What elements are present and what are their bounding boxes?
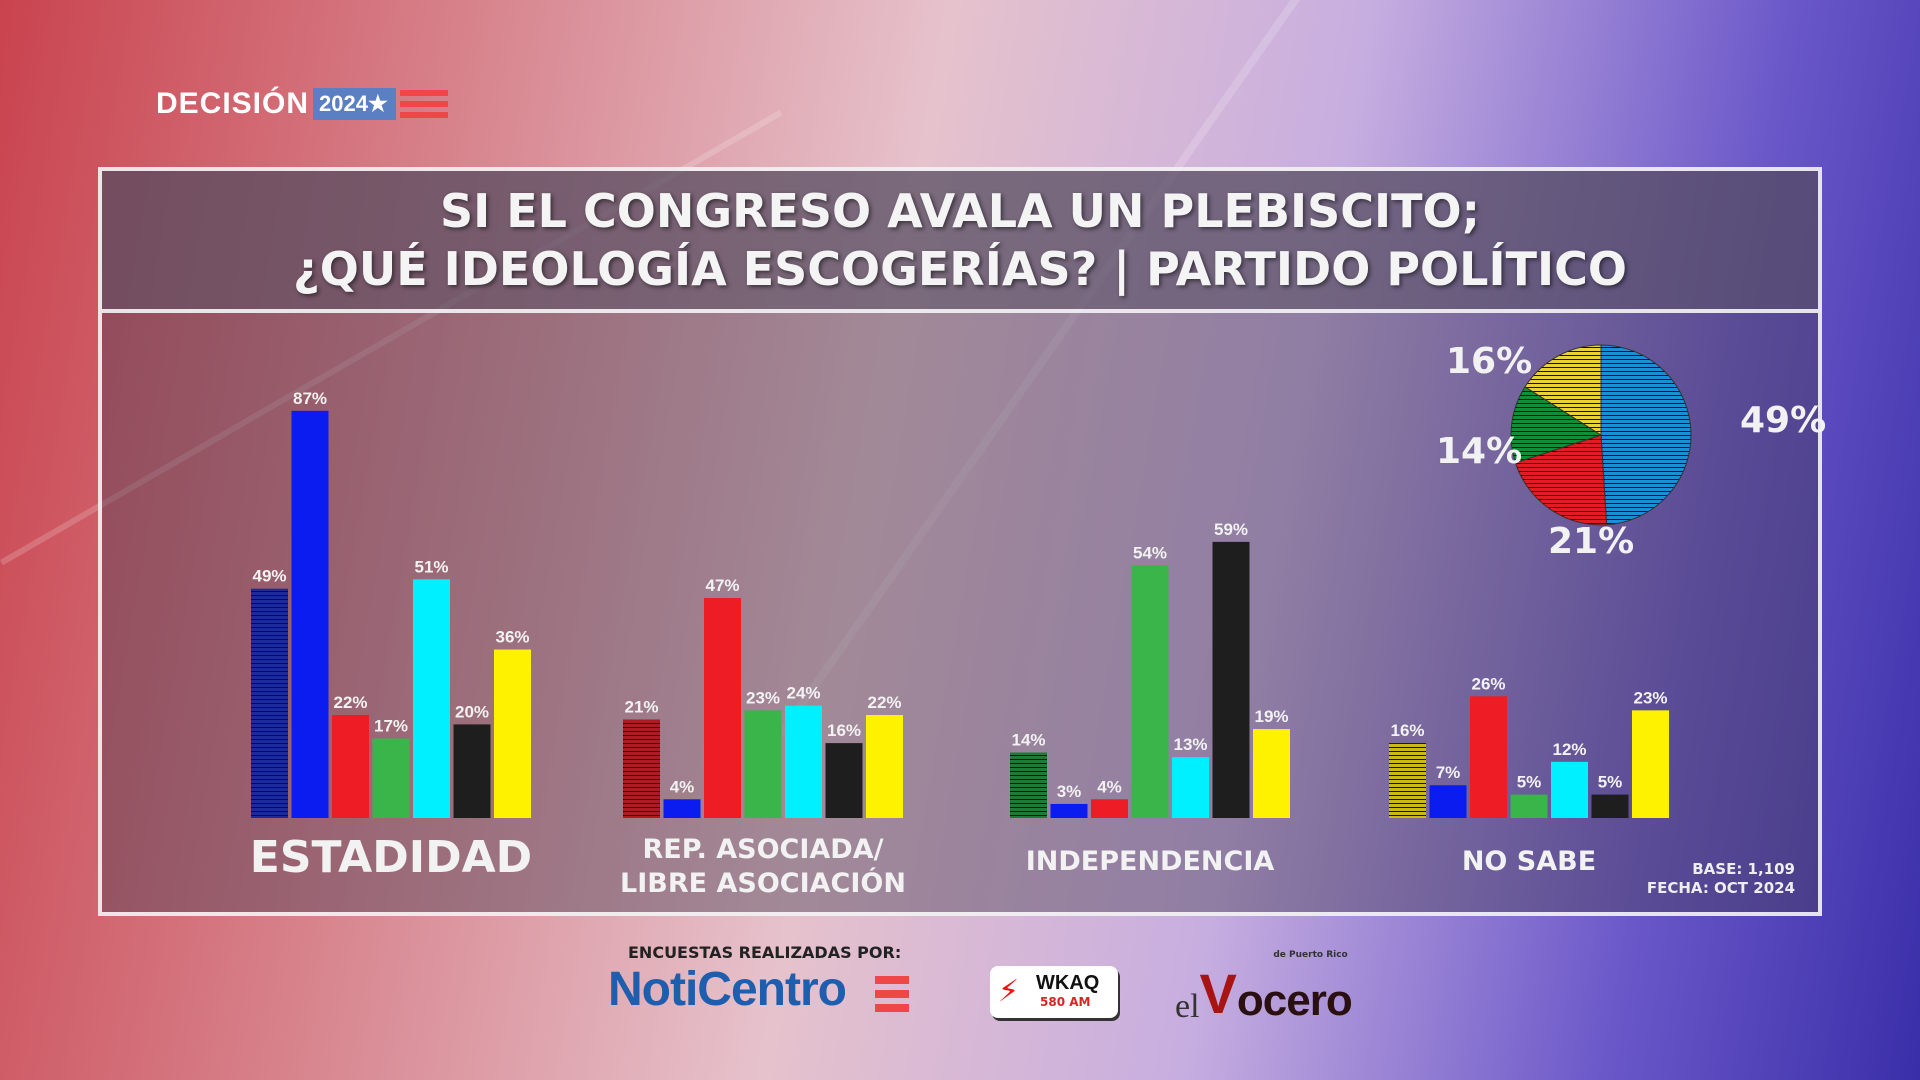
bar-value-label: 7% bbox=[1436, 763, 1461, 782]
wkaq-logo: ⚡ WKAQ 580 AM bbox=[990, 966, 1118, 1018]
title-line-2: ¿QUÉ IDEOLOGÍA ESCOGERÍAS? | PARTIDO POL… bbox=[293, 242, 1627, 296]
pie-slice bbox=[1510, 386, 1603, 464]
vocero-rest: ocero bbox=[1236, 976, 1353, 1025]
bar-value-label: 5% bbox=[1517, 773, 1542, 792]
bar bbox=[1172, 757, 1209, 818]
vocero-wordmark: el V ocero bbox=[1175, 961, 1353, 1026]
bar-value-label: 20% bbox=[455, 702, 489, 721]
wkaq-freq: 580 AM bbox=[1040, 995, 1091, 1009]
bar bbox=[623, 719, 660, 818]
bar bbox=[1470, 696, 1507, 818]
bar bbox=[251, 588, 288, 818]
bar-value-label: 47% bbox=[705, 576, 739, 595]
bar-value-label: 87% bbox=[293, 389, 327, 408]
bar-value-label: 23% bbox=[746, 688, 780, 707]
bar-value-label: 51% bbox=[414, 557, 448, 576]
bar-value-label: 12% bbox=[1552, 740, 1586, 759]
footnote: BASE: 1,109 FECHA: OCT 2024 bbox=[1647, 860, 1795, 898]
bar bbox=[1591, 794, 1629, 818]
el-vocero-logo: de Puerto Rico el V ocero bbox=[1175, 950, 1353, 1026]
bar-value-label: 3% bbox=[1057, 782, 1082, 801]
bar-value-label: 14% bbox=[1011, 730, 1045, 749]
bar-value-label: 26% bbox=[1471, 674, 1505, 693]
category-label: REP. ASOCIADA/ bbox=[643, 834, 884, 865]
bar-value-label: 13% bbox=[1173, 735, 1207, 754]
bar-value-label: 23% bbox=[1633, 688, 1667, 707]
bar bbox=[1389, 743, 1426, 818]
pie-slice-label: 21% bbox=[1548, 521, 1634, 562]
vocero-el: el bbox=[1175, 988, 1200, 1025]
bar bbox=[291, 410, 329, 818]
lightning-icon: ⚡ bbox=[998, 974, 1020, 1009]
date-text: FECHA: OCT 2024 bbox=[1646, 879, 1795, 897]
title-line-1: SI EL CONGRESO AVALA UN PLEBISCITO; bbox=[439, 184, 1481, 238]
bar bbox=[1632, 710, 1669, 818]
bar bbox=[1212, 541, 1250, 818]
bar bbox=[494, 649, 531, 818]
bar-value-label: 17% bbox=[374, 716, 408, 735]
logo-text: DECISIÓN bbox=[156, 87, 310, 120]
bar bbox=[825, 743, 863, 818]
category-label: LIBRE ASOCIACIÓN bbox=[620, 867, 906, 899]
bar bbox=[372, 738, 410, 818]
category-label: INDEPENDENCIA bbox=[1026, 846, 1275, 877]
bar bbox=[1010, 752, 1047, 818]
category-label: ESTADIDAD bbox=[250, 832, 532, 883]
pie-slice-label: 49% bbox=[1740, 400, 1826, 441]
bar bbox=[744, 710, 782, 818]
noticentro-logo: NotiCentro bbox=[608, 963, 847, 1016]
bar bbox=[1050, 803, 1088, 818]
bar-value-label: 59% bbox=[1214, 520, 1248, 539]
chart-title: SI EL CONGRESO AVALA UN PLEBISCITO; ¿QUÉ… bbox=[102, 171, 1818, 313]
bar bbox=[1253, 729, 1290, 818]
bar-value-label: 19% bbox=[1254, 707, 1288, 726]
bar-value-label: 49% bbox=[252, 567, 286, 586]
pie-slice-label: 14% bbox=[1436, 431, 1522, 472]
pie-slice bbox=[1524, 344, 1602, 436]
bar-value-label: 16% bbox=[1390, 721, 1424, 740]
base-text: BASE: 1,109 bbox=[1692, 860, 1795, 878]
bar bbox=[663, 799, 701, 818]
bar bbox=[785, 705, 822, 818]
bar bbox=[1429, 785, 1467, 818]
vocero-v: V bbox=[1199, 962, 1237, 1025]
bar-value-label: 21% bbox=[624, 698, 658, 717]
pie-slice bbox=[1514, 434, 1608, 526]
bar bbox=[866, 715, 903, 818]
bar-value-label: 36% bbox=[495, 628, 529, 647]
bar-value-label: 22% bbox=[333, 693, 367, 712]
bar bbox=[1131, 565, 1169, 818]
flag-stripes-icon bbox=[399, 90, 448, 118]
pie-slice bbox=[1600, 344, 1692, 526]
bar bbox=[1510, 794, 1548, 818]
bar bbox=[332, 715, 369, 818]
bar-value-label: 4% bbox=[670, 777, 695, 796]
vocero-sub: de Puerto Rico bbox=[1273, 950, 1348, 960]
bar-value-label: 4% bbox=[1097, 777, 1122, 796]
wkaq-name: WKAQ bbox=[1036, 972, 1100, 994]
bar bbox=[704, 598, 741, 818]
bar bbox=[453, 724, 491, 818]
bar-value-label: 54% bbox=[1133, 543, 1167, 562]
bar bbox=[1091, 799, 1128, 818]
noticentro-flag-icon bbox=[875, 976, 909, 1012]
logo-year: 2024★ bbox=[313, 88, 396, 120]
bar-value-label: 22% bbox=[867, 693, 901, 712]
category-label: NO SABE bbox=[1462, 846, 1596, 877]
decision-2024-logo: DECISIÓN 2024★ bbox=[156, 84, 448, 124]
pie-slice-label: 16% bbox=[1446, 341, 1532, 382]
sponsors-label: ENCUESTAS REALIZADAS POR: bbox=[628, 943, 902, 962]
bar bbox=[413, 579, 450, 818]
bar-value-label: 16% bbox=[827, 721, 861, 740]
bar-value-label: 24% bbox=[786, 684, 820, 703]
bar-value-label: 5% bbox=[1598, 773, 1623, 792]
bar bbox=[1551, 761, 1588, 818]
